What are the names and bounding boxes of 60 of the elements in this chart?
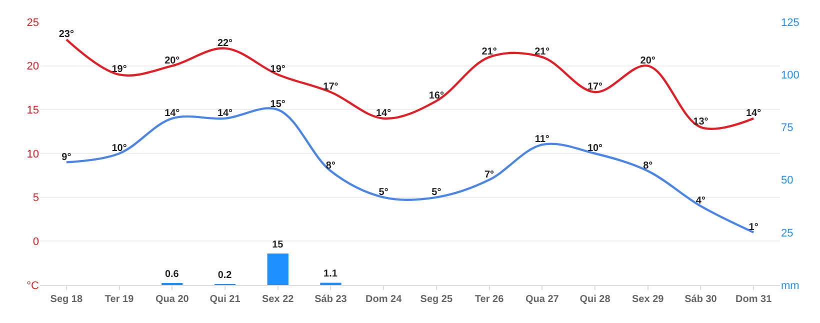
x-tick-label: Sáb 30 — [684, 294, 718, 305]
data-label: 1° — [748, 222, 758, 233]
x-tick-label: Qua 27 — [525, 294, 560, 305]
y2-tick-label: 75 — [781, 122, 794, 134]
data-label: 0.6 — [164, 269, 180, 280]
x-tick-label: Dom 31 — [736, 294, 772, 305]
data-label: 5° — [432, 186, 442, 198]
x-tick-label: Qui 21 — [210, 294, 241, 305]
y2-tick-label: 50 — [781, 174, 794, 187]
y2-tick-label: mm — [781, 280, 800, 292]
x-tick-label: Sex 22 — [262, 294, 294, 305]
data-label: 7° — [484, 169, 494, 180]
data-label: 10° — [587, 143, 603, 154]
data-label: 16° — [428, 90, 444, 102]
x-tick-label: Sáb 23 — [314, 294, 348, 305]
data-label: 14° — [217, 108, 233, 119]
data-label: 22° — [217, 38, 233, 49]
x-tick-label: Qui 28 — [580, 294, 611, 305]
data-label: 11° — [534, 134, 550, 146]
data-label: 14° — [164, 108, 180, 119]
data-label: 21° — [534, 46, 550, 58]
data-label: 10° — [112, 143, 127, 154]
x-tick-label: Seg 25 — [420, 294, 453, 305]
data-label: 8° — [643, 160, 653, 172]
data-label: 1.1 — [324, 268, 338, 280]
x-tick-label: Dom 24 — [366, 294, 402, 305]
data-label: 20° — [640, 55, 656, 66]
y-tick-label: 20 — [26, 60, 39, 73]
y-tick-label: 5 — [32, 192, 39, 204]
data-label: 23° — [58, 29, 74, 40]
data-label: 4° — [696, 196, 706, 207]
y2-tick-label: 100 — [781, 69, 800, 82]
data-label: 14° — [376, 108, 392, 119]
y-tick-label: 15 — [26, 104, 39, 117]
x-tick-label: Seg 18 — [50, 294, 83, 305]
y2-tick-label: 125 — [781, 16, 800, 29]
data-label: 15 — [272, 239, 284, 250]
y-tick-label: °C — [26, 280, 40, 292]
x-tick-label: Sex 29 — [632, 294, 664, 305]
data-label: 9° — [62, 152, 72, 163]
y-tick-label: 0 — [32, 236, 39, 248]
data-label: 17° — [587, 82, 603, 93]
data-label: 19° — [112, 64, 127, 76]
data-label: 13° — [693, 116, 708, 128]
y-tick-label: 10 — [26, 148, 39, 160]
data-label: 5° — [378, 186, 388, 198]
data-label: 8° — [326, 160, 336, 172]
y-tick-label: 25 — [26, 16, 39, 29]
data-label: 14° — [746, 108, 762, 119]
bar — [267, 253, 288, 285]
x-tick-label: Ter 26 — [474, 294, 504, 305]
data-label: 20° — [164, 55, 180, 66]
data-label: 19° — [270, 64, 286, 76]
data-label: 0.2 — [218, 270, 232, 281]
y2-tick-label: 25 — [781, 227, 794, 240]
data-label: 15° — [270, 99, 286, 110]
x-tick-label: Qua 20 — [155, 294, 190, 305]
data-label: 21° — [482, 46, 497, 58]
x-tick-label: Ter 19 — [104, 294, 134, 305]
data-label: 17° — [323, 82, 338, 93]
